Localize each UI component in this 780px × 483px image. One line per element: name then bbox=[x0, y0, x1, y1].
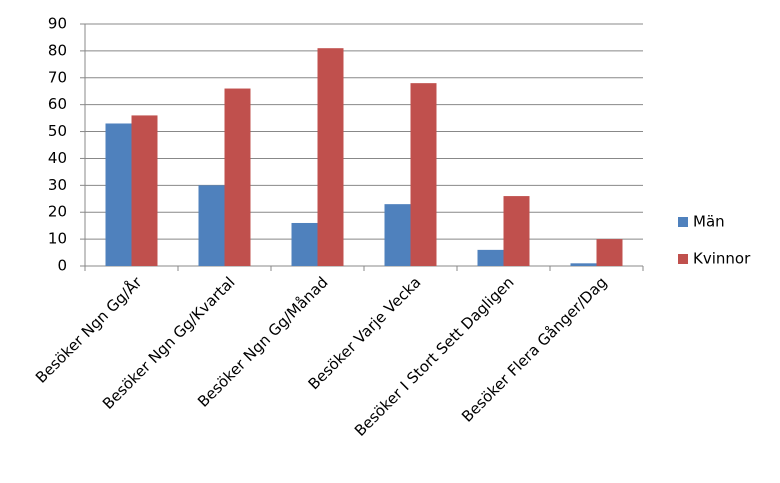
y-tick-label: 40 bbox=[48, 149, 67, 167]
y-tick-label: 30 bbox=[48, 176, 67, 194]
y-tick-label: 20 bbox=[48, 203, 67, 221]
y-tick-label: 70 bbox=[48, 68, 67, 86]
y-tick-label: 80 bbox=[48, 41, 67, 59]
bar bbox=[198, 185, 225, 266]
x-tick-label: Besöker I Stort Sett Dagligen bbox=[351, 273, 518, 440]
bar bbox=[410, 83, 437, 267]
legend-swatch bbox=[678, 217, 688, 227]
y-tick-label: 90 bbox=[48, 15, 67, 33]
legend-label: Kvinnor bbox=[693, 250, 751, 268]
bar bbox=[384, 204, 411, 266]
bar bbox=[596, 239, 623, 266]
bar bbox=[477, 249, 504, 266]
legend-swatch bbox=[678, 254, 688, 264]
y-tick-label: 60 bbox=[48, 95, 67, 113]
bar bbox=[291, 222, 318, 266]
bar bbox=[224, 88, 251, 267]
y-tick-label: 50 bbox=[48, 122, 67, 140]
bar bbox=[317, 48, 344, 267]
y-tick-label: 0 bbox=[57, 257, 67, 275]
bar bbox=[570, 263, 597, 266]
y-tick-label: 10 bbox=[48, 230, 67, 248]
bar bbox=[131, 115, 158, 266]
bar bbox=[105, 123, 132, 266]
legend-label: Män bbox=[693, 213, 725, 231]
bar bbox=[503, 196, 530, 266]
